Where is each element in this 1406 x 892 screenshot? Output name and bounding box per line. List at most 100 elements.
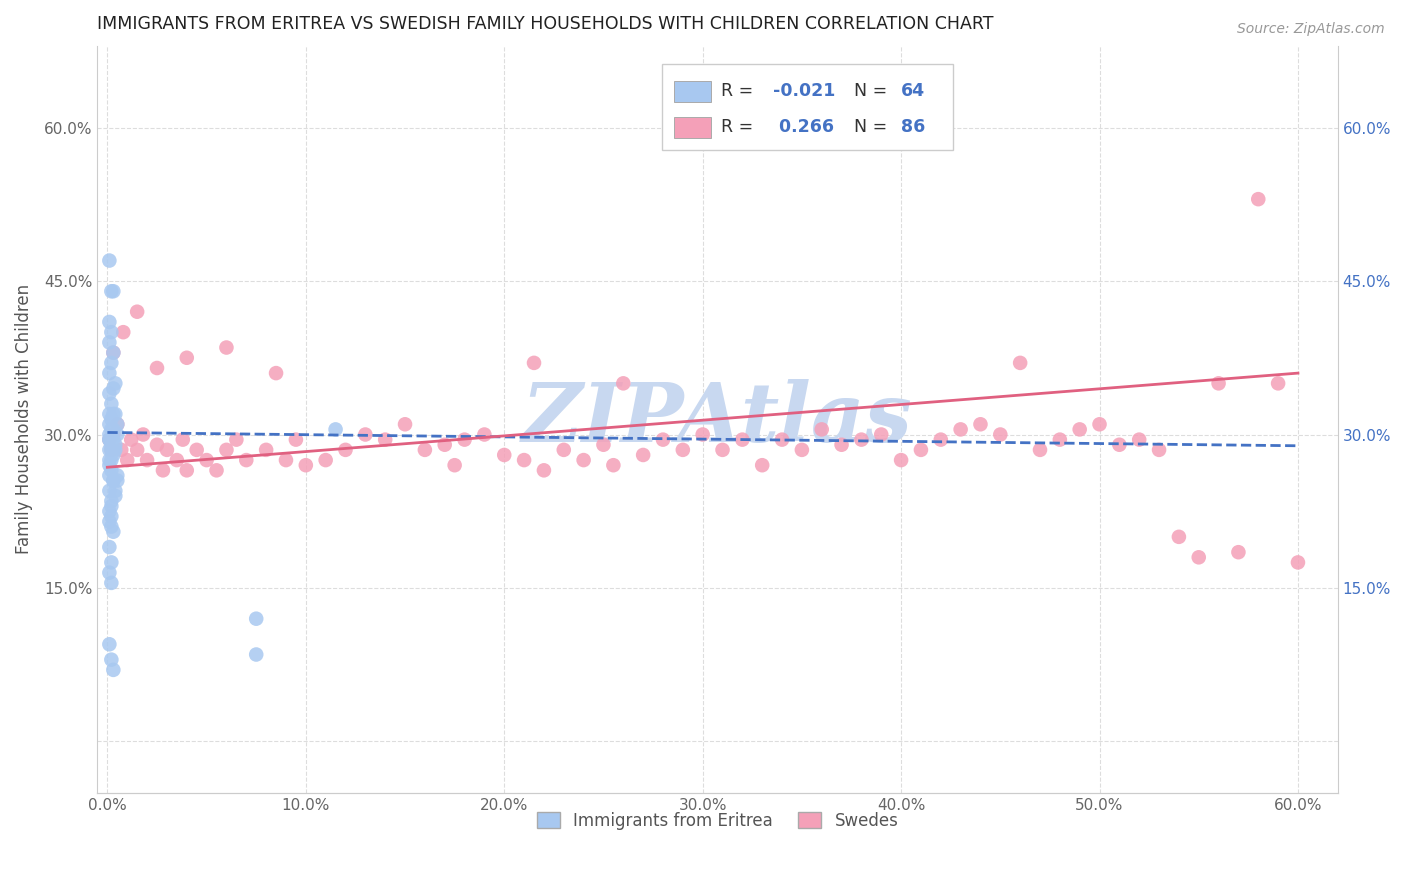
Point [100, 494, 122, 508]
Text: Source: ZipAtlas.com: Source: ZipAtlas.com [1237, 22, 1385, 37]
Point [104, 407, 127, 421]
Point [100, 463, 122, 477]
Point [104, 442, 127, 457]
Point [100, 442, 122, 457]
Point [770, 433, 793, 447]
Point [100, 356, 122, 370]
Point [100, 422, 122, 436]
Point [98, 468, 121, 483]
Point [98, 386, 121, 401]
Point [1208, 376, 1230, 391]
Point [172, 433, 194, 447]
Point [910, 442, 932, 457]
Point [374, 433, 396, 447]
Point [176, 351, 198, 365]
Point [100, 575, 122, 590]
Point [103, 524, 125, 539]
Point [949, 422, 972, 436]
Point [98, 366, 121, 380]
Point [186, 442, 208, 457]
Point [1286, 556, 1309, 570]
Point [98, 433, 121, 447]
Point [152, 463, 174, 477]
Point [553, 442, 575, 457]
Point [195, 453, 218, 467]
Text: 0.266: 0.266 [773, 118, 834, 136]
Point [98, 504, 121, 518]
Point [264, 366, 287, 380]
Point [104, 438, 127, 452]
Point [274, 453, 297, 467]
Point [146, 361, 169, 376]
Text: IMMIGRANTS FROM ERITREA VS SWEDISH FAMILY HOUSEHOLDS WITH CHILDREN CORRELATION C: IMMIGRANTS FROM ERITREA VS SWEDISH FAMIL… [97, 15, 994, 33]
Point [592, 438, 614, 452]
Point [413, 442, 436, 457]
FancyBboxPatch shape [673, 81, 711, 102]
Text: ZIPAtlas: ZIPAtlas [522, 379, 912, 459]
Point [100, 397, 122, 411]
Point [1188, 550, 1211, 565]
Point [98, 335, 121, 350]
Point [1128, 433, 1150, 447]
Point [105, 468, 128, 483]
Point [235, 453, 257, 467]
Point [98, 417, 121, 432]
Point [100, 519, 122, 533]
Point [103, 407, 125, 421]
Point [851, 433, 873, 447]
Point [354, 427, 377, 442]
Point [115, 453, 138, 467]
Point [100, 499, 122, 513]
Point [1247, 192, 1270, 206]
Point [105, 417, 128, 432]
Point [98, 407, 121, 421]
Point [533, 463, 555, 477]
Point [105, 417, 128, 432]
Point [98, 442, 121, 457]
Point [100, 325, 122, 339]
Point [156, 442, 179, 457]
Point [98, 453, 121, 467]
Point [100, 652, 122, 666]
Point [132, 427, 155, 442]
Point [100, 442, 122, 457]
Text: N =: N = [853, 82, 893, 100]
Point [1227, 545, 1250, 559]
Point [672, 442, 695, 457]
Point [100, 453, 122, 467]
Point [1147, 442, 1170, 457]
Point [692, 427, 714, 442]
Point [100, 433, 122, 447]
Point [103, 474, 125, 488]
Point [100, 438, 122, 452]
Point [890, 453, 912, 467]
Point [652, 433, 675, 447]
Point [315, 453, 337, 467]
Point [453, 433, 475, 447]
Point [104, 489, 127, 503]
Point [295, 458, 318, 473]
Point [103, 474, 125, 488]
Point [104, 376, 127, 391]
Legend: Immigrants from Eritrea, Swedes: Immigrants from Eritrea, Swedes [530, 805, 905, 837]
Point [751, 458, 773, 473]
Point [105, 427, 128, 442]
Point [103, 663, 125, 677]
Point [225, 433, 247, 447]
Point [98, 515, 121, 529]
Point [98, 315, 121, 329]
Point [98, 566, 121, 580]
Point [127, 442, 149, 457]
Y-axis label: Family Households with Children: Family Households with Children [15, 284, 32, 554]
Point [433, 438, 456, 452]
Point [443, 458, 465, 473]
Point [631, 448, 654, 462]
Point [245, 648, 267, 662]
Point [103, 285, 125, 299]
Point [731, 433, 754, 447]
Text: N =: N = [853, 118, 893, 136]
Text: 86: 86 [901, 118, 925, 136]
Point [103, 422, 125, 436]
Point [790, 442, 813, 457]
Point [612, 376, 634, 391]
